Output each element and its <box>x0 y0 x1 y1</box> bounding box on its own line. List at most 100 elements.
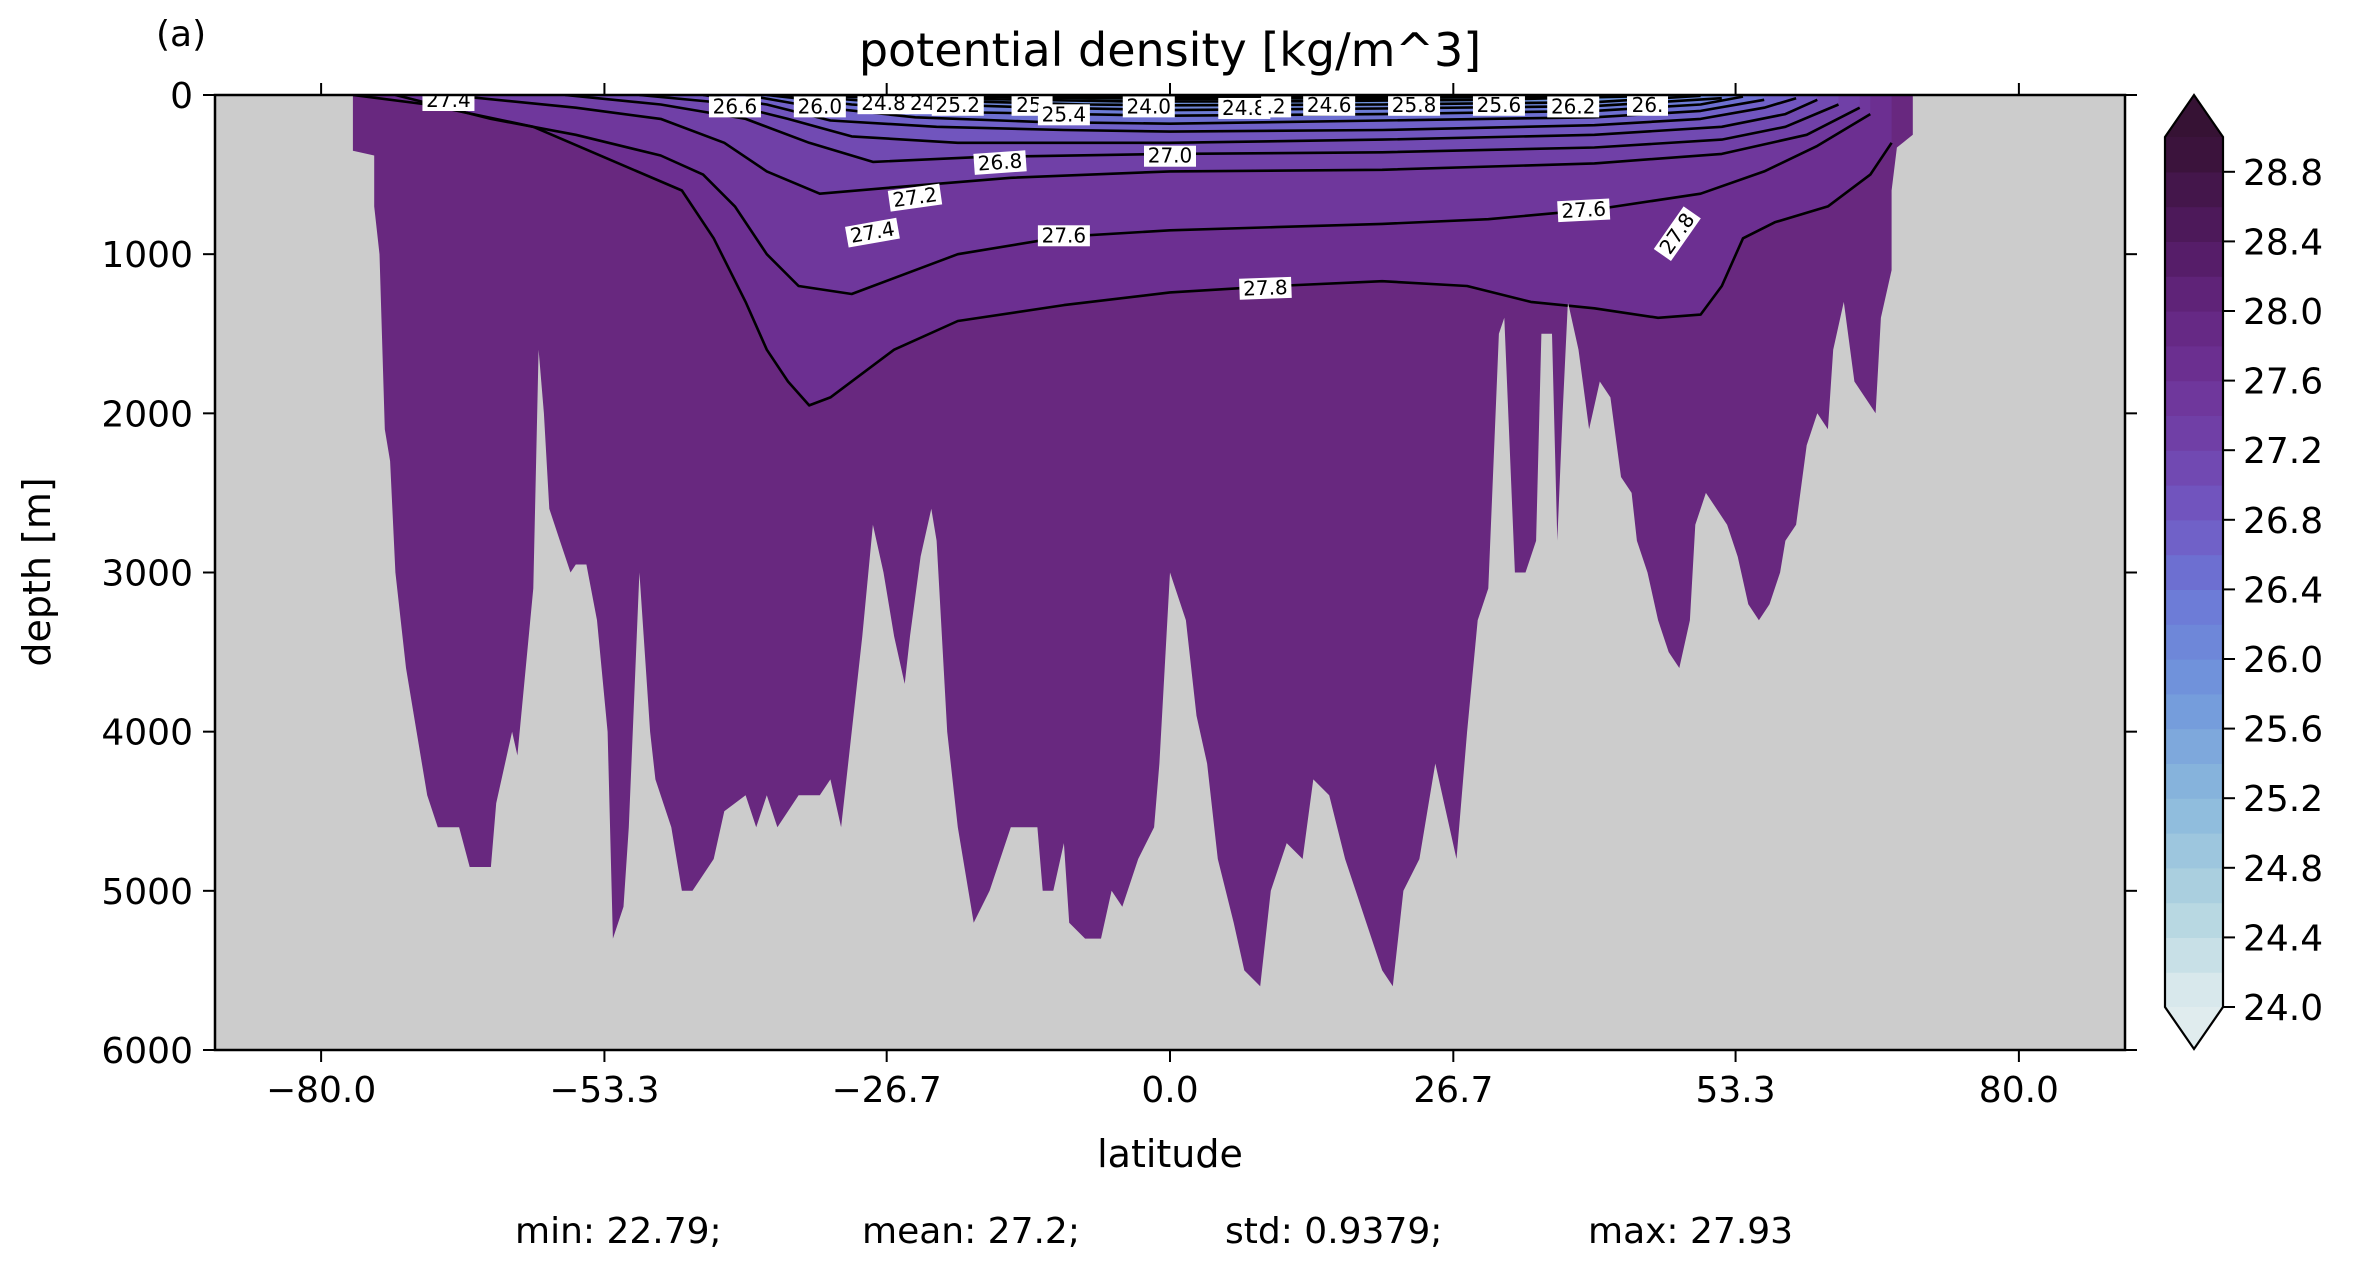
contour-label: 24.0 <box>1122 94 1175 118</box>
x-tick-label: −80.0 <box>266 1070 376 1111</box>
colorbar-swatch <box>2165 937 2223 973</box>
contour-label: 25.6 <box>1472 93 1525 117</box>
contour-label: 26.8 <box>973 149 1027 176</box>
chart-title: potential density [kg/m^3] <box>859 23 1481 77</box>
contour-label-background <box>1547 96 1600 118</box>
contour-label: 27.8 <box>1239 275 1292 301</box>
colorbar-tick-label: 25.6 <box>2243 710 2323 751</box>
contour-label-text: 27.0 <box>1148 144 1193 168</box>
colorbar-swatch <box>2165 276 2223 312</box>
colorbar-swatch <box>2165 693 2223 730</box>
contour-label-text: 26.6 <box>713 94 758 118</box>
contour-label: 24.6 <box>1303 93 1356 117</box>
contour-label-text: 24.8 <box>861 91 906 115</box>
panel-label: (a) <box>156 14 206 55</box>
colorbar-swatch <box>2165 380 2223 416</box>
contour-label-text: 27.4 <box>426 88 471 112</box>
x-tick-label: 26.7 <box>1413 1070 1493 1111</box>
stat-min: min: 22.79; <box>515 1211 722 1252</box>
stat-mean: mean: 27.2; <box>862 1211 1080 1252</box>
contour-label-background <box>793 96 846 118</box>
y-tick-label: 5000 <box>101 872 193 913</box>
contour-label: 26.0 <box>793 94 846 118</box>
contour-label: 27.0 <box>1144 144 1196 168</box>
colorbar-swatch <box>2165 798 2223 834</box>
contour-label-text: .2 <box>1267 94 1286 118</box>
colorbar-tick-label: 27.6 <box>2243 362 2323 403</box>
y-tick-label: 2000 <box>101 394 193 435</box>
contour-label: 26. <box>1627 93 1668 117</box>
contour-label-background <box>931 95 984 116</box>
contour-label: 27.6 <box>1557 197 1611 223</box>
colorbar-tick-label: 24.8 <box>2243 849 2323 890</box>
colorbar-tick-label: 27.2 <box>2243 431 2323 472</box>
x-tick-label: −26.7 <box>832 1070 942 1111</box>
colorbar-extend-min <box>2165 1007 2223 1049</box>
x-tick-label: 80.0 <box>1979 1070 2059 1111</box>
contour-label-text: 24.0 <box>1127 94 1172 118</box>
contour-label: 24.8 <box>1218 96 1271 120</box>
contour-line <box>448 95 1861 195</box>
contour-labels: 27.4 26.6 26.0 24.8 24.25.2 25.25.4 24.0 24.8.2… <box>422 88 1701 301</box>
contour-label-background <box>1239 276 1292 300</box>
contour-label-background <box>708 96 761 118</box>
colorbar-swatch <box>2165 241 2223 277</box>
colorbar-tick-label: 24.0 <box>2243 988 2323 1029</box>
contour-label-background <box>1303 95 1356 116</box>
contour-line <box>395 95 1871 296</box>
contour-label-background <box>1653 206 1701 261</box>
colorbar-extend-max <box>2165 95 2223 137</box>
contour-label-text: 27.6 <box>1561 197 1607 223</box>
x-axis-ticks: −80.0 −53.3 −26.7 0.0 26.7 53.3 80.0 <box>266 83 2059 1111</box>
colorbar-swatch <box>2165 659 2223 695</box>
contour-label-text: 24.6 <box>1307 93 1352 117</box>
y-axis-ticks: 0 1000 2000 3000 4000 5000 6000 <box>101 76 2137 1072</box>
colorbar-swatch <box>2165 137 2223 173</box>
contour-label-text: 27.6 <box>1042 223 1087 247</box>
colorbar-swatch <box>2165 589 2223 625</box>
contour-label-text: 26.0 <box>798 94 843 118</box>
x-tick-label: 53.3 <box>1695 1070 1775 1111</box>
colorbar-swatch <box>2165 311 2223 347</box>
colorbar-tick-label: 26.0 <box>2243 640 2323 681</box>
contour-label-background <box>1472 95 1525 116</box>
contour-label-background <box>857 95 910 115</box>
colorbar-swatch <box>2165 450 2223 486</box>
contour-label-background <box>1218 97 1271 119</box>
contour-label-text: 27.8 <box>1243 275 1288 301</box>
contour-label-text: 25.4 <box>1042 102 1087 126</box>
colorbar-swatch <box>2165 485 2223 521</box>
colorbar-tick-label: 24.4 <box>2243 918 2323 959</box>
contour-label-text: 26.8 <box>977 149 1023 176</box>
y-tick-label: 3000 <box>101 554 193 595</box>
x-tick-label: −53.3 <box>549 1070 659 1111</box>
contour-label: 25.8 <box>1388 95 1441 117</box>
contour-label: 27.4 <box>422 88 475 112</box>
contour-line <box>639 95 1818 145</box>
x-tick-label: 0.0 <box>1141 1070 1198 1111</box>
contour-label-background <box>1037 225 1090 247</box>
contour-label-background <box>1388 95 1441 116</box>
contour-label: 26.2 <box>1547 95 1600 118</box>
colorbar-swatch <box>2165 867 2223 904</box>
contour-label-text: 25.6 <box>1477 93 1522 117</box>
colorbar-swatch <box>2165 345 2223 382</box>
contour-label: 25.4 <box>1037 102 1090 126</box>
colorbar-swatch <box>2165 728 2223 764</box>
colorbar-swatch <box>2165 624 2223 660</box>
contour-label-text: 26. <box>1632 93 1664 117</box>
contour-label-background <box>1557 198 1611 223</box>
y-tick-label: 1000 <box>101 235 193 276</box>
x-axis-label: latitude <box>1097 1132 1243 1176</box>
contour-label-background <box>887 183 943 212</box>
contour-label-text: 24.8 <box>1222 96 1267 120</box>
contour-label: 25.2 <box>931 95 984 117</box>
statistics-line: min: 22.79; mean: 27.2; std: 0.9379; max: 2… <box>515 1211 1793 1252</box>
colorbar-tick-label: 26.4 <box>2243 570 2323 611</box>
colorbar-swatch <box>2165 415 2223 451</box>
contour-label-background <box>1144 145 1196 167</box>
contour-label-background <box>1037 104 1090 126</box>
contour-label-background <box>422 95 475 111</box>
contour-label: 26.6 <box>708 94 761 118</box>
stat-max: max: 27.93 <box>1588 1211 1793 1252</box>
